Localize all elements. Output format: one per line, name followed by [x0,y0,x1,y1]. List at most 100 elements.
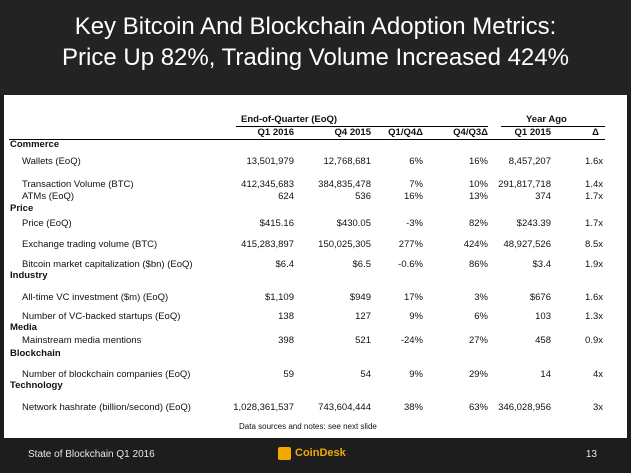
cell-delta: 1.7x [585,191,603,202]
cell-q4-2015: 384,835,478 [318,179,371,190]
col-header-delta: Δ [592,127,599,138]
cell-q1-2016: 138 [278,311,294,322]
cell-q1-2016: $1,109 [264,292,294,303]
cell-q1-2015: 8,457,207 [508,156,551,167]
row-label: Mainstream media mentions [22,335,142,346]
header-divider [9,139,605,140]
cell-q1-2016: 13,501,979 [246,156,294,167]
cell-q1-2016: 1,028,361,537 [233,402,294,413]
cell-delta: 1.3x [585,311,603,322]
cell-q1-2015: 458 [535,335,551,346]
cell-q1q4-delta: 6% [409,156,423,167]
cell-q1-2016: $415.16 [259,218,294,229]
cell-q1-2015: 48,927,526 [503,239,551,250]
cell-q1q4-delta: -3% [406,218,423,229]
cell-q1-2016: 415,283,897 [241,239,294,250]
col-header-q4-2015: Q4 2015 [334,127,371,138]
cell-q4-2015: 54 [360,369,371,380]
row-label: ATMs (EoQ) [22,191,75,202]
cell-delta: 1.9x [585,259,603,270]
cell-q4q3-delta: 424% [463,239,488,250]
cell-q4q3-delta: 27% [468,335,488,346]
cell-q1-2016: $6.4 [275,259,295,270]
cell-delta: 1.7x [585,218,603,229]
coindesk-logo: CoinDesk [278,446,354,462]
cell-q4-2015: 536 [355,191,371,202]
cell-delta: 1.6x [585,292,603,303]
coindesk-logo-text: CoinDesk [295,447,346,459]
cell-q4q3-delta: 10% [468,179,488,190]
cell-delta: 3x [592,402,603,413]
cell-q4-2015: 150,025,305 [318,239,371,250]
cell-delta: 4x [592,369,603,380]
cell-q4-2015: 12,768,681 [323,156,371,167]
cell-q1-2015: 346,028,956 [498,402,551,413]
metrics-table: End-of-Quarter (EoQ) Year Ago Q1 2016 Q4… [4,95,627,438]
cell-q1q4-delta: 17% [403,292,423,303]
col-header-q1-2016: Q1 2016 [257,127,294,138]
section-commerce: Commerce [10,139,60,150]
cell-q4-2015: 127 [355,311,371,322]
cell-q1-2016: 412,345,683 [241,179,294,190]
cell-q1-2015: $3.4 [532,259,552,270]
cell-q4-2015: $949 [349,292,371,303]
cell-q1-2015: $243.39 [516,218,551,229]
row-label: Transaction Volume (BTC) [22,179,134,190]
row-label: Number of VC-backed startups (EoQ) [22,311,181,322]
cell-q1q4-delta: 9% [409,311,423,322]
cell-q1-2016: 624 [278,191,294,202]
cell-q4q3-delta: 13% [468,191,488,202]
slide-title-line-2: Price Up 82%, Trading Volume Increased 4… [62,44,569,71]
cell-q1-2015: 103 [535,311,551,322]
cell-q1-2015: 14 [540,369,551,380]
group-divider-eoq [236,126,488,127]
col-header-q1-2015: Q1 2015 [514,127,551,138]
page-number: 13 [585,449,597,460]
col-header-q1q4-delta: Q1/Q4Δ [388,127,423,138]
row-label: Bitcoin market capitalization ($bn) (EoQ… [22,259,193,270]
cell-delta: 1.4x [585,179,603,190]
cell-q1q4-delta: 7% [409,179,423,190]
cell-q4-2015: 521 [355,335,371,346]
table-footnote: Data sources and notes: see next slide [239,422,377,431]
group-header-year-ago: Year Ago [526,114,567,125]
cell-q4q3-delta: 82% [468,218,488,229]
row-label: Exchange trading volume (BTC) [22,239,158,250]
cell-q4q3-delta: 63% [468,402,488,413]
cell-q1q4-delta: 38% [403,402,423,413]
cell-q4-2015: $430.05 [336,218,371,229]
cell-q4q3-delta: 6% [474,311,488,322]
group-divider-year-ago [501,126,605,127]
group-header-eoq: End-of-Quarter (EoQ) [241,114,338,125]
cell-delta: 0.9x [585,335,603,346]
section-industry: Industry [10,270,48,281]
cell-q4-2015: $6.5 [352,259,372,270]
cell-q1q4-delta: 16% [403,191,423,202]
cell-q1-2016: 59 [283,369,294,380]
cell-q1q4-delta: 277% [398,239,423,250]
col-header-q4q3-delta: Q4/Q3Δ [453,127,488,138]
cell-q1q4-delta: 9% [409,369,423,380]
slide-header: Key Bitcoin And Blockchain Adoption Metr… [0,0,631,95]
cell-q1q4-delta: -0.6% [398,259,423,270]
slide-title-line-1: Key Bitcoin And Blockchain Adoption Metr… [74,13,557,40]
cell-delta: 1.6x [585,156,603,167]
row-label: Network hashrate (billion/second) (EoQ) [22,402,191,413]
row-label: Wallets (EoQ) [22,156,81,167]
cell-q1q4-delta: -24% [400,335,423,346]
section-technology: Technology [10,380,63,391]
section-price: Price [10,203,34,214]
row-label: All-time VC investment ($m) (EoQ) [22,292,169,303]
section-blockchain: Blockchain [10,348,61,359]
cell-q4q3-delta: 29% [468,369,488,380]
cell-q4q3-delta: 3% [474,292,488,303]
section-media: Media [10,322,37,333]
cell-q1-2015: 291,817,718 [498,179,551,190]
cell-q4-2015: 743,604,444 [318,402,371,413]
cell-q1-2015: 374 [535,191,551,202]
footer-report-title: State of Blockchain Q1 2016 [28,449,155,460]
cell-q4q3-delta: 16% [468,156,488,167]
row-label: Price (EoQ) [22,218,72,229]
cell-delta: 8.5x [585,239,603,250]
